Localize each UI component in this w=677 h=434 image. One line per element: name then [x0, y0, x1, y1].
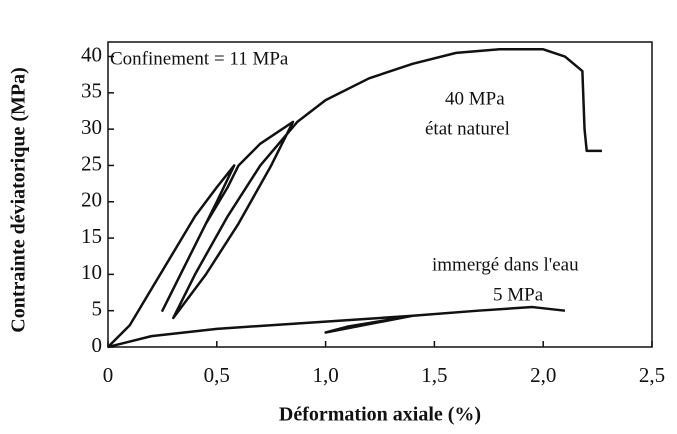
curve — [107, 48, 602, 348]
y-tick-label: 15 — [81, 224, 102, 248]
annotation: immergé dans l'eau — [432, 254, 579, 275]
y-tick-label: 0 — [92, 333, 103, 357]
x-tick-label: 2,5 — [639, 363, 665, 387]
x-tick-label: 2,0 — [530, 363, 556, 387]
plot-frame — [107, 41, 653, 348]
y-tick-label: 10 — [81, 260, 102, 284]
x-tick-label: 1,0 — [312, 363, 338, 387]
y-tick-label: 5 — [92, 297, 103, 321]
y-tick-label: 20 — [81, 188, 102, 212]
y-axis-title: Contrainte déviatorique (MPa) — [8, 67, 30, 333]
annotation: 40 MPa — [445, 88, 505, 109]
curve — [107, 305, 566, 349]
annotation: 5 MPa — [493, 284, 544, 305]
y-tick-label: 40 — [81, 42, 102, 66]
y-tick-label: 35 — [81, 79, 102, 103]
annotation: Confinement = 11 MPa — [110, 48, 289, 69]
x-axis-title: Déformation axiale (%) — [279, 404, 481, 426]
x-tick-label: 0 — [103, 363, 114, 387]
y-tick-label: 30 — [81, 115, 102, 139]
x-tick-label: 1,5 — [421, 363, 447, 387]
annotation: état naturel — [425, 118, 510, 139]
y-tick-label: 25 — [81, 151, 102, 175]
x-tick-label: 0,5 — [204, 363, 230, 387]
